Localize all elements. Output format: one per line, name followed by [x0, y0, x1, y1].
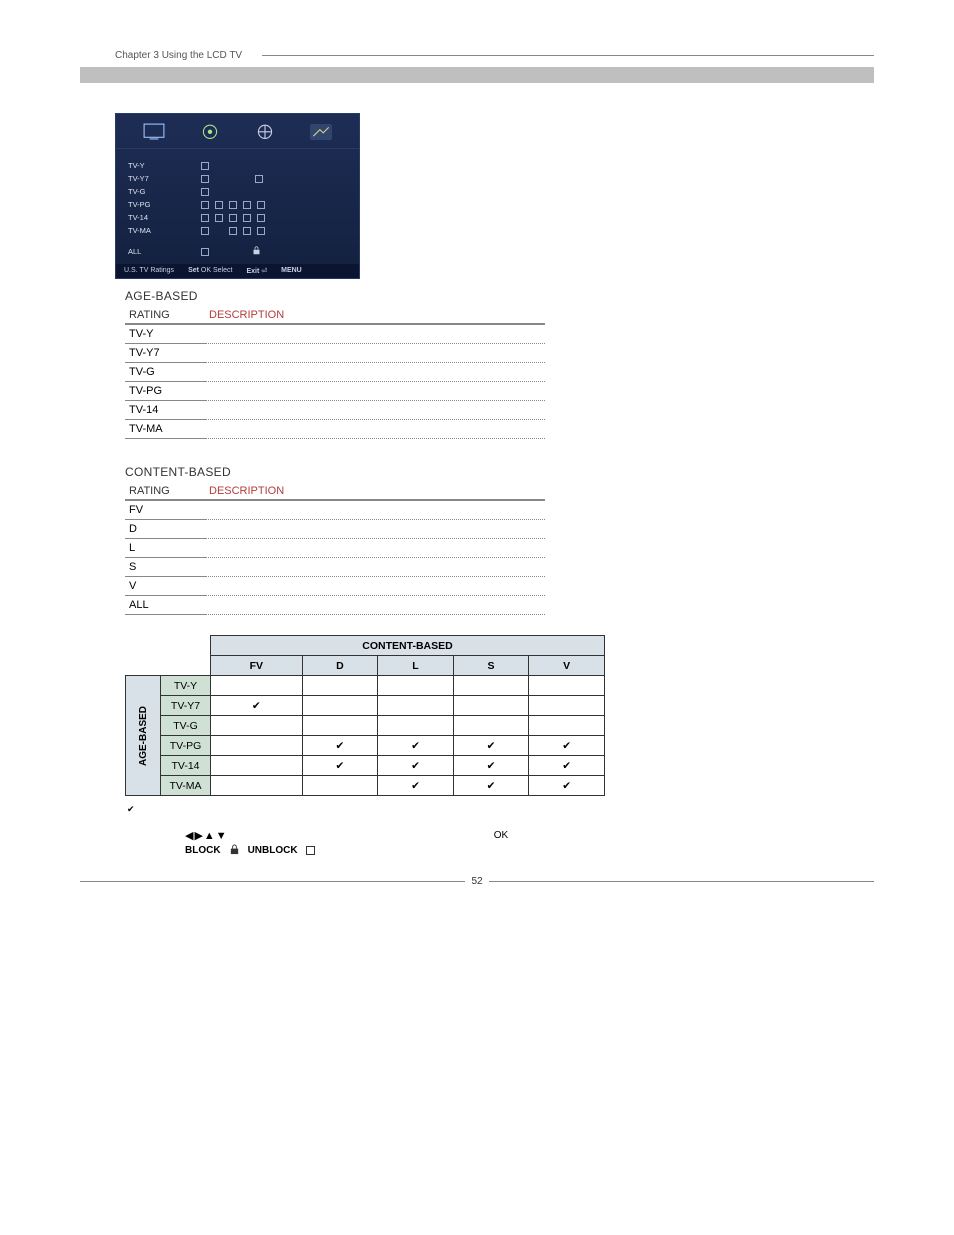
matrix-cell: ✔: [302, 736, 378, 756]
osd-tab-setup-icon: [310, 124, 332, 140]
matrix-row-header: TV-MA: [161, 776, 211, 796]
page-number: 52: [465, 876, 488, 887]
matrix-cell: ✔: [529, 756, 605, 776]
matrix-cell: [211, 736, 303, 756]
table-row: TV-Y: [125, 324, 205, 344]
table-row: TV-PG: [125, 382, 205, 401]
col-description: DESCRIPTION: [205, 483, 545, 500]
matrix-cell: [302, 776, 378, 796]
matrix-col: D: [302, 656, 378, 676]
matrix-cell: [378, 696, 454, 716]
table-row: FV: [125, 500, 205, 520]
matrix-row-header: TV-14: [161, 756, 211, 776]
matrix-cell: [302, 716, 378, 736]
matrix-cell: ✔: [378, 756, 454, 776]
unblock-label: UNBLOCK: [248, 845, 298, 856]
matrix-cell: [211, 716, 303, 736]
table-row: TV-14: [125, 401, 205, 420]
grey-strip: [80, 67, 874, 83]
osd-footer: U.S. TV Ratings Set OK Select Exit ⏎ MEN…: [116, 264, 359, 278]
age-based-label: AGE-BASED: [125, 289, 874, 303]
table-row: ALL: [125, 596, 205, 615]
matrix-cell: [302, 696, 378, 716]
ok-label: OK: [494, 830, 508, 841]
instruction-line: ◀▶▲▼ OK: [185, 829, 874, 842]
ratings-matrix: CONTENT-BASED FV D L S V AGE-BASEDTV-YTV…: [125, 635, 605, 796]
col-description: DESCRIPTION: [205, 307, 545, 324]
osd-screenshot: TV-Y TV-Y7 TV-G TV-PG TV-14 TV-MA ALL U.…: [115, 113, 360, 279]
age-based-table: RATING DESCRIPTION TV-Y TV-Y7 TV-G TV-PG…: [125, 307, 545, 439]
instruction-line-2: BLOCK UNBLOCK: [185, 844, 874, 856]
content-based-table: RATING DESCRIPTION FV D L S V ALL: [125, 483, 545, 615]
matrix-cell: ✔: [453, 776, 529, 796]
table-row: S: [125, 558, 205, 577]
table-row: V: [125, 577, 205, 596]
matrix-cell: ✔: [378, 736, 454, 756]
osd-ratings-grid: TV-Y TV-Y7 TV-G TV-PG TV-14 TV-MA ALL: [116, 149, 359, 264]
footer-rule: [80, 881, 465, 882]
matrix-row-header: TV-PG: [161, 736, 211, 756]
unblock-box-icon: [306, 846, 315, 855]
matrix-cell: [302, 676, 378, 696]
matrix-row-header: TV-G: [161, 716, 211, 736]
osd-tab-picture-icon: [143, 124, 165, 140]
content-based-label: CONTENT-BASED: [125, 465, 874, 479]
matrix-cell: [378, 716, 454, 736]
matrix-col: FV: [211, 656, 303, 676]
block-label: BLOCK: [185, 845, 221, 856]
osd-tab-bar: [116, 120, 359, 149]
header-rule: [262, 55, 874, 56]
matrix-cell: ✔: [378, 776, 454, 796]
matrix-cell: [453, 676, 529, 696]
table-row: TV-Y7: [125, 344, 205, 363]
matrix-cell: [453, 716, 529, 736]
matrix-cell: ✔: [529, 736, 605, 756]
matrix-col-group: CONTENT-BASED: [211, 636, 605, 656]
chapter-title: Chapter 3 Using the LCD TV: [80, 50, 242, 61]
footer-rule: [489, 881, 874, 882]
matrix-cell: [529, 716, 605, 736]
matrix-cell: ✔: [453, 756, 529, 776]
matrix-cell: ✔: [529, 776, 605, 796]
col-rating: RATING: [125, 307, 205, 324]
osd-tab-audio-icon: [199, 124, 221, 140]
lock-icon: [252, 246, 261, 257]
matrix-cell: [211, 756, 303, 776]
matrix-col: S: [453, 656, 529, 676]
matrix-cell: [211, 676, 303, 696]
lock-icon: [229, 844, 240, 856]
col-rating: RATING: [125, 483, 205, 500]
matrix-footnote: ✔: [127, 804, 874, 815]
matrix-col: L: [378, 656, 454, 676]
matrix-cell: [529, 676, 605, 696]
arrow-keys-icon: ◀▶▲▼: [185, 829, 228, 842]
matrix-row-group: AGE-BASED: [126, 676, 161, 796]
matrix-cell: ✔: [453, 736, 529, 756]
osd-tab-globe-icon: [254, 124, 276, 140]
matrix-row-header: TV-Y7: [161, 696, 211, 716]
table-row: D: [125, 520, 205, 539]
table-row: L: [125, 539, 205, 558]
matrix-cell: [453, 696, 529, 716]
table-row: TV-G: [125, 363, 205, 382]
matrix-cell: ✔: [211, 696, 303, 716]
matrix-cell: [378, 676, 454, 696]
matrix-cell: ✔: [302, 756, 378, 776]
table-row: TV-MA: [125, 420, 205, 439]
matrix-cell: [529, 696, 605, 716]
matrix-col: V: [529, 656, 605, 676]
matrix-row-header: TV-Y: [161, 676, 211, 696]
matrix-cell: [211, 776, 303, 796]
